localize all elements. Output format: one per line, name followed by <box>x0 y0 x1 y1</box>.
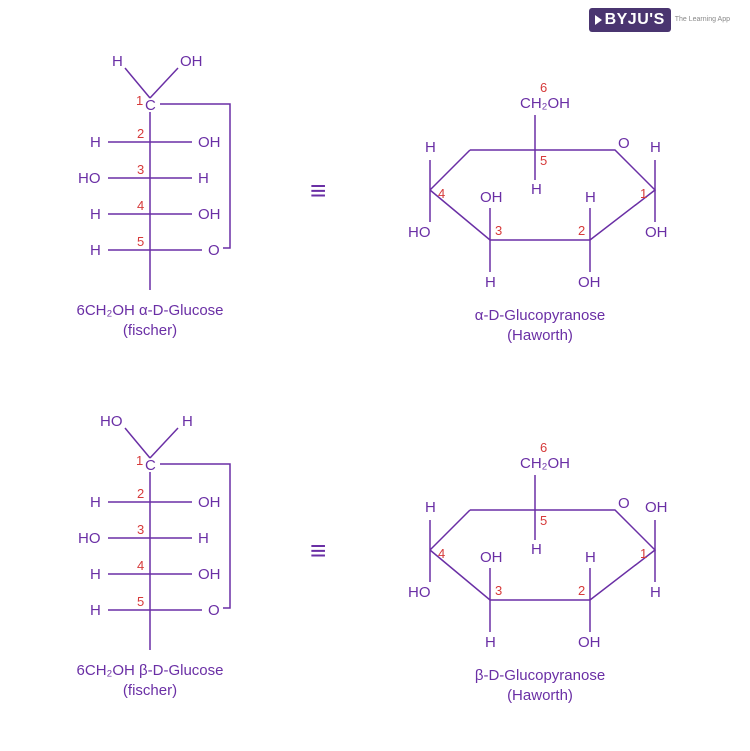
c1-num: 1 <box>136 93 143 108</box>
svg-text:HO: HO <box>408 584 431 601</box>
row5: 5 H O <box>90 234 220 259</box>
chemistry-diagram: H OH C 1 2 H OH 3 HO H 4 H OH 5 H O <box>0 0 750 751</box>
c1-atom: C <box>145 97 156 114</box>
svg-text:1: 1 <box>136 453 143 468</box>
c6-num: 6 <box>540 80 547 95</box>
row4: 4 H OH <box>90 198 221 223</box>
svg-text:5: 5 <box>540 513 547 528</box>
svg-text:H: H <box>90 494 101 511</box>
svg-text:H: H <box>198 530 209 547</box>
svg-text:4: 4 <box>137 558 144 573</box>
svg-text:1: 1 <box>640 546 647 561</box>
ring-O: O <box>618 135 630 152</box>
caption-l2: (fischer) <box>123 322 177 339</box>
svg-text:3: 3 <box>495 223 502 238</box>
equiv-top: ≡ <box>310 175 326 206</box>
svg-text:O: O <box>208 602 220 619</box>
svg-text:H: H <box>182 413 193 430</box>
svg-text:3: 3 <box>495 583 502 598</box>
svg-text:H: H <box>650 584 661 601</box>
c1-top-left: H <box>112 53 123 70</box>
svg-text:HO: HO <box>100 413 123 430</box>
svg-text:5: 5 <box>137 234 144 249</box>
svg-text:HO: HO <box>78 530 101 547</box>
svg-text:OH: OH <box>198 566 221 583</box>
svg-text:OH: OH <box>645 499 668 516</box>
beta-fischer: HO H C 1 2 H OH 3 HO H 4 H OH 5 H O <box>77 413 230 699</box>
svg-text:1: 1 <box>640 186 647 201</box>
svg-text:(Haworth): (Haworth) <box>507 327 573 344</box>
svg-text:OH: OH <box>480 189 503 206</box>
svg-text:6CH₂OH β-D-Glucose: 6CH₂OH β-D-Glucose <box>77 662 224 679</box>
svg-text:4: 4 <box>438 186 445 201</box>
svg-text:2: 2 <box>578 583 585 598</box>
svg-text:H: H <box>90 602 101 619</box>
alpha-haworth: O CH₂OH 6 5 H 4 H HO 3 OH H 2 H OH 1 H O… <box>408 80 668 344</box>
svg-text:O: O <box>208 242 220 259</box>
svg-text:(fischer): (fischer) <box>123 682 177 699</box>
svg-text:H: H <box>485 274 496 291</box>
svg-text:H: H <box>90 242 101 259</box>
caption-l1: 6CH₂OH α-D-Glucose <box>76 302 223 319</box>
svg-text:O: O <box>618 495 630 512</box>
svg-text:2: 2 <box>137 486 144 501</box>
equiv-bottom: ≡ <box>310 535 326 566</box>
svg-text:H: H <box>90 206 101 223</box>
svg-text:HO: HO <box>78 170 101 187</box>
svg-text:C: C <box>145 457 156 474</box>
svg-text:H: H <box>90 134 101 151</box>
svg-text:4: 4 <box>137 198 144 213</box>
svg-text:2: 2 <box>137 126 144 141</box>
alpha-fischer: H OH C 1 2 H OH 3 HO H 4 H OH 5 H O <box>76 53 230 339</box>
svg-text:H: H <box>585 549 596 566</box>
svg-text:5: 5 <box>137 594 144 609</box>
svg-text:H: H <box>485 634 496 651</box>
svg-text:H: H <box>585 189 596 206</box>
c6-label: CH₂OH <box>520 95 570 112</box>
svg-text:2: 2 <box>578 223 585 238</box>
svg-text:OH: OH <box>198 206 221 223</box>
svg-text:OH: OH <box>198 494 221 511</box>
svg-text:OH: OH <box>578 634 601 651</box>
svg-text:3: 3 <box>137 162 144 177</box>
svg-text:H: H <box>198 170 209 187</box>
svg-text:6: 6 <box>540 440 547 455</box>
svg-text:H: H <box>90 566 101 583</box>
row3: 3 HO H <box>78 162 209 187</box>
svg-text:(Haworth): (Haworth) <box>507 687 573 704</box>
svg-text:HO: HO <box>408 224 431 241</box>
svg-text:H: H <box>531 541 542 558</box>
svg-text:H: H <box>650 139 661 156</box>
c1-top-right: OH <box>180 53 203 70</box>
svg-text:OH: OH <box>645 224 668 241</box>
svg-text:β-D-Glucopyranose: β-D-Glucopyranose <box>475 667 605 684</box>
svg-text:3: 3 <box>137 522 144 537</box>
svg-text:4: 4 <box>438 546 445 561</box>
svg-text:α-D-Glucopyranose: α-D-Glucopyranose <box>475 307 605 324</box>
row2: 2 H OH <box>90 126 221 151</box>
svg-text:OH: OH <box>578 274 601 291</box>
svg-text:5: 5 <box>540 153 547 168</box>
svg-text:CH₂OH: CH₂OH <box>520 455 570 472</box>
svg-text:OH: OH <box>198 134 221 151</box>
svg-text:H: H <box>425 139 436 156</box>
svg-text:OH: OH <box>480 549 503 566</box>
svg-text:H: H <box>531 181 542 198</box>
beta-haworth: O CH₂OH 6 5 H 4 H HO 3 OH H 2 H OH 1 OH … <box>408 440 668 704</box>
svg-text:H: H <box>425 499 436 516</box>
